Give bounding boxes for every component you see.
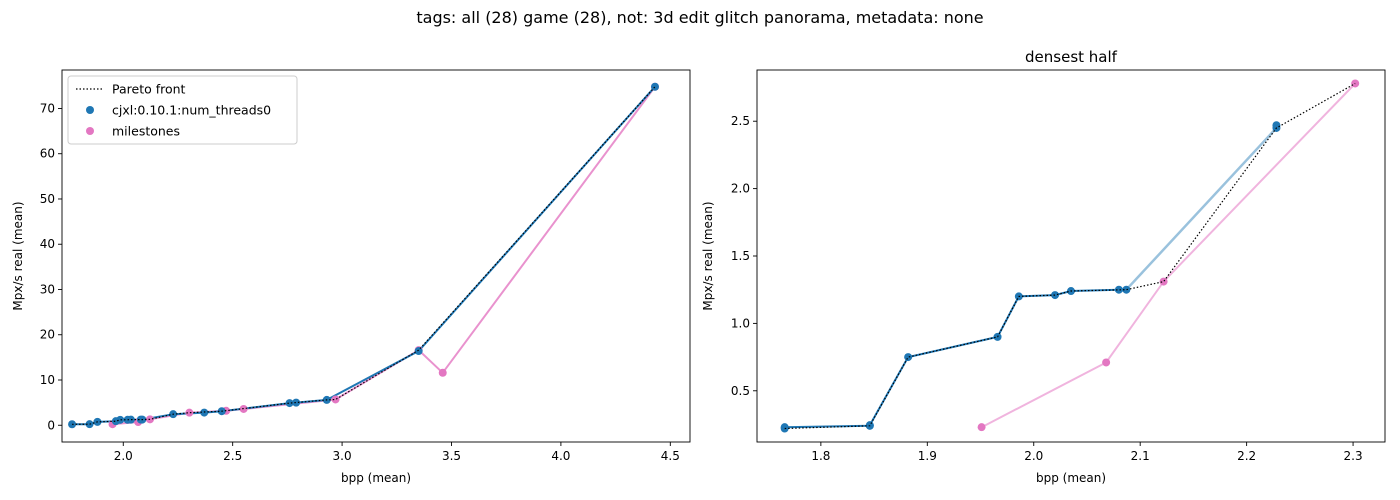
milestones-point xyxy=(331,395,340,404)
legend-marker-swatch xyxy=(86,127,94,135)
cjxl-point xyxy=(780,423,789,432)
x-tick-label: 2.2 xyxy=(1237,449,1256,463)
y-tick-label: 20 xyxy=(40,328,55,342)
y-tick-label: 60 xyxy=(40,147,55,161)
plot-area xyxy=(68,82,659,429)
x-axis-label: bpp (mean) xyxy=(341,471,411,485)
pareto-front-line xyxy=(72,86,656,425)
pareto-front-line xyxy=(784,82,1356,430)
y-tick-label: 0.5 xyxy=(731,384,750,398)
legend-label: cjxl:0.10.1:num_threads0 xyxy=(112,103,271,118)
milestones-point xyxy=(1159,277,1168,286)
cjxl-point xyxy=(1272,121,1281,130)
figure-suptitle: tags: all (28) game (28), not: 3d edit g… xyxy=(416,8,984,27)
legend-box xyxy=(67,75,298,145)
x-tick-label: 1.8 xyxy=(811,449,830,463)
x-tick-label: 1.9 xyxy=(918,449,937,463)
cjxl-point xyxy=(650,82,659,91)
milestones-point xyxy=(185,408,194,417)
y-tick-label: 30 xyxy=(40,282,55,296)
plot-frame xyxy=(756,69,1386,443)
y-tick-label: 1.0 xyxy=(731,316,750,330)
cjxl-point xyxy=(68,420,77,429)
x-tick-label: 2.1 xyxy=(1131,449,1150,463)
right-chart-densest-half: 1.8 1.9 2.0 2.1 2.2 2.3 0.5 1.0 1.5 2.0 2.5 bpp (me… xyxy=(701,48,1386,485)
y-tick-label: 70 xyxy=(40,101,55,115)
cjxl-point xyxy=(1051,291,1060,300)
x-tick-label: 2.0 xyxy=(1024,449,1043,463)
milestones-line xyxy=(981,82,1356,429)
cjxl-point xyxy=(85,420,94,429)
x-tick-label: 2.0 xyxy=(114,449,133,463)
cjxl-point xyxy=(414,347,423,356)
cjxl-point xyxy=(904,353,913,362)
x-tick-label: 3.0 xyxy=(333,449,352,463)
y-tick-label: 40 xyxy=(40,237,55,251)
legend-label: Pareto front xyxy=(112,82,186,97)
x-tick-label: 4.0 xyxy=(551,449,570,463)
x-axis-label: bpp (mean) xyxy=(1036,471,1106,485)
y-tick-label: 50 xyxy=(40,192,55,206)
cjxl-point xyxy=(292,398,301,407)
y-axis-label: Mpx/s real (mean) xyxy=(701,201,715,310)
x-tick-label: 2.5 xyxy=(223,449,242,463)
cjxl-point xyxy=(865,421,874,430)
y-tick-label: 10 xyxy=(40,373,55,387)
milestones-point xyxy=(438,368,447,377)
y-tick-label: 1.5 xyxy=(731,249,750,263)
left-chart: 2.0 2.5 3.0 3.5 4.0 4.5 0 10 20 30 40 50 60 70 bpp (me… xyxy=(11,69,691,485)
cjxl-point xyxy=(1114,285,1123,294)
x-tick-label: 2.3 xyxy=(1344,449,1363,463)
y-tick-label: 2.5 xyxy=(731,114,750,128)
y-tick-label: 2.0 xyxy=(731,182,750,196)
cjxl-point xyxy=(1122,285,1131,294)
y-tick-label: 0 xyxy=(47,418,55,432)
x-tick-label: 3.5 xyxy=(442,449,461,463)
chart-title: densest half xyxy=(1025,48,1118,66)
legend-marker-swatch xyxy=(86,106,94,114)
cjxl-point xyxy=(116,415,125,424)
milestones-point xyxy=(977,423,986,432)
cjxl-point xyxy=(285,399,294,408)
plot-area xyxy=(780,79,1360,433)
chart-legend: Pareto front cjxl:0.10.1:num_threads0mile… xyxy=(67,75,298,145)
cjxl-point xyxy=(126,415,135,424)
milestones-point xyxy=(1351,79,1360,88)
legend-label: milestones xyxy=(112,124,180,139)
x-tick-label: 4.5 xyxy=(661,449,680,463)
y-axis-label: Mpx/s real (mean) xyxy=(11,201,25,310)
milestones-point xyxy=(1102,358,1111,367)
